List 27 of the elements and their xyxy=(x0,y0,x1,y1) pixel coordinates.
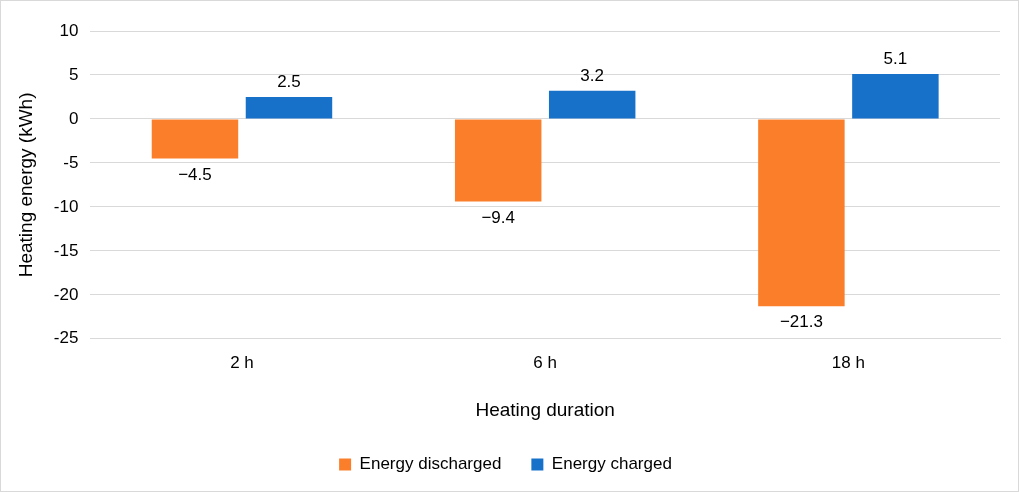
x-tick-label: 2 h xyxy=(230,352,254,372)
y-tick-label: -15 xyxy=(53,240,79,260)
bar xyxy=(548,90,636,119)
bar xyxy=(245,96,333,119)
data-label: −21.3 xyxy=(779,312,823,332)
data-label: −4.5 xyxy=(178,164,212,184)
y-tick-label: -5 xyxy=(63,152,79,172)
bar xyxy=(758,119,845,307)
y-tick-label: -10 xyxy=(53,196,79,216)
bar xyxy=(454,119,542,202)
x-tick-label: 6 h xyxy=(533,352,558,372)
y-tick-label: 5 xyxy=(68,64,79,84)
y-tick-label: -20 xyxy=(53,284,79,304)
data-label: −9.4 xyxy=(481,207,515,227)
data-label: 3.2 xyxy=(580,65,604,85)
legend-label: Energy charged xyxy=(551,454,672,474)
data-label: 2.5 xyxy=(277,72,301,92)
y-tick-label: 0 xyxy=(68,108,79,128)
bar xyxy=(151,119,239,159)
y-tick-label: 10 xyxy=(59,20,79,40)
legend-label: Energy discharged xyxy=(359,454,502,474)
x-axis-title: Heating duration xyxy=(475,398,615,420)
data-label: 5.1 xyxy=(883,49,908,69)
y-tick-label: -25 xyxy=(53,328,79,348)
y-axis-title: Heating energy (kWh) xyxy=(14,92,36,278)
bar xyxy=(852,74,939,119)
x-tick-label: 18 h xyxy=(831,352,865,372)
